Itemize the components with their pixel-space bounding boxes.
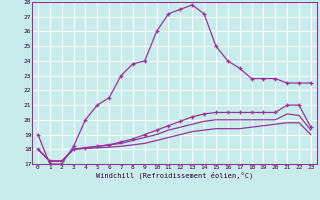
X-axis label: Windchill (Refroidissement éolien,°C): Windchill (Refroidissement éolien,°C) bbox=[96, 171, 253, 179]
